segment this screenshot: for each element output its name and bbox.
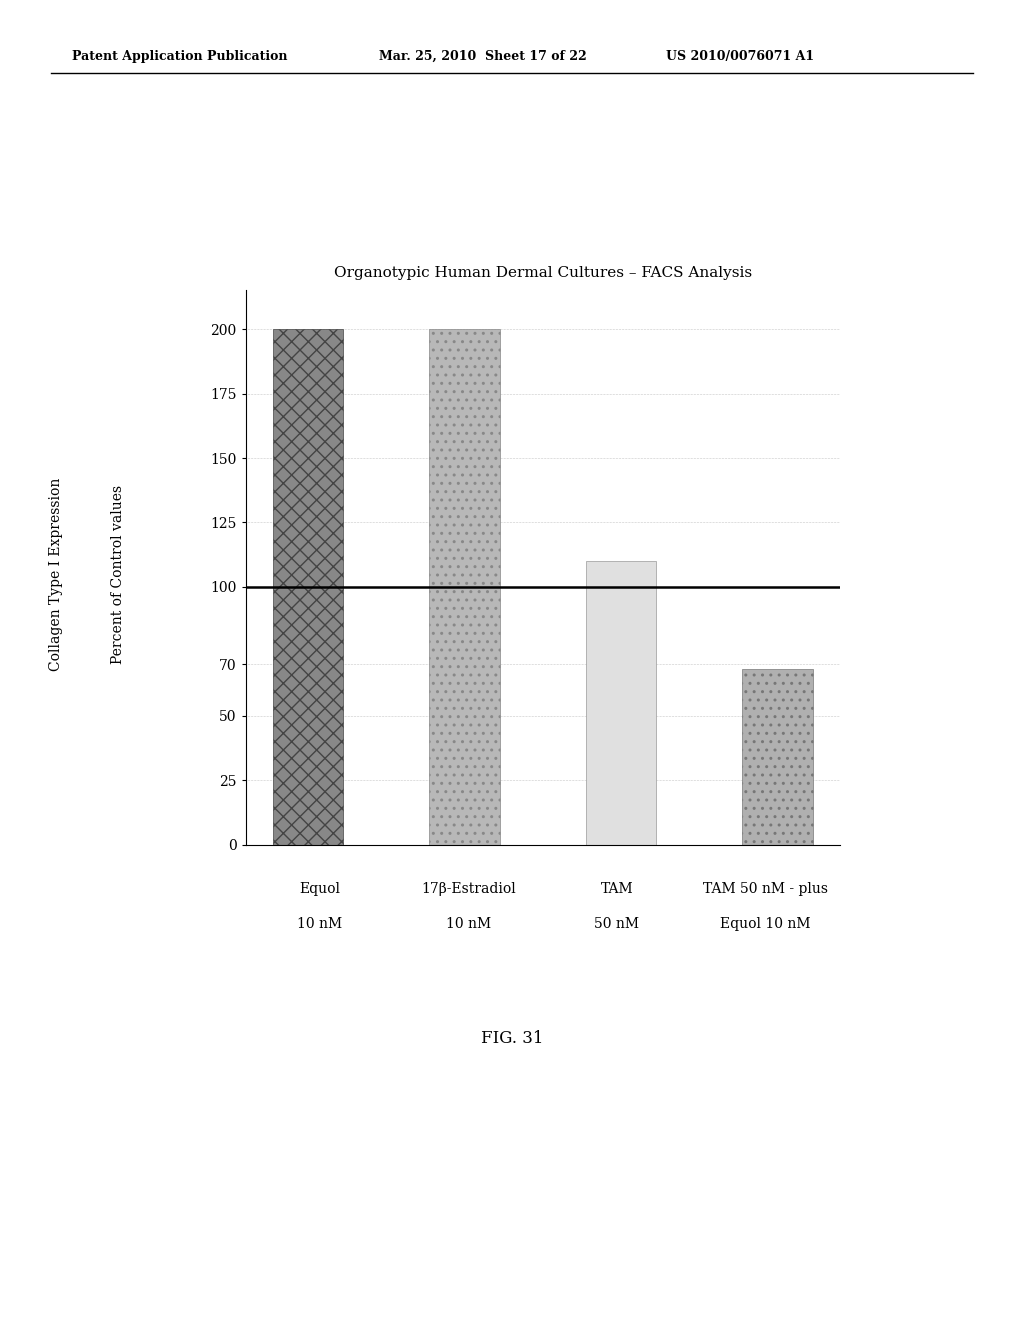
Text: TAM: TAM <box>601 882 633 896</box>
Title: Organotypic Human Dermal Cultures – FACS Analysis: Organotypic Human Dermal Cultures – FACS… <box>334 265 752 280</box>
Text: Collagen Type I Expression: Collagen Type I Expression <box>49 478 63 671</box>
Bar <box>272 329 343 845</box>
Text: US 2010/0076071 A1: US 2010/0076071 A1 <box>666 50 814 63</box>
Text: 10 nM: 10 nM <box>297 917 343 932</box>
Text: Equol: Equol <box>299 882 341 896</box>
Text: 17β-Estradiol: 17β-Estradiol <box>421 882 516 896</box>
Bar <box>586 561 656 845</box>
Text: 10 nM: 10 nM <box>445 917 492 932</box>
Text: Percent of Control values: Percent of Control values <box>111 484 125 664</box>
Text: Equol 10 nM: Equol 10 nM <box>720 917 811 932</box>
Bar <box>429 329 500 845</box>
Text: TAM 50 nM - plus: TAM 50 nM - plus <box>702 882 828 896</box>
Text: Patent Application Publication: Patent Application Publication <box>72 50 287 63</box>
Text: 50 nM: 50 nM <box>595 917 639 932</box>
Bar <box>742 669 813 845</box>
Text: FIG. 31: FIG. 31 <box>480 1030 544 1047</box>
Text: Mar. 25, 2010  Sheet 17 of 22: Mar. 25, 2010 Sheet 17 of 22 <box>379 50 587 63</box>
